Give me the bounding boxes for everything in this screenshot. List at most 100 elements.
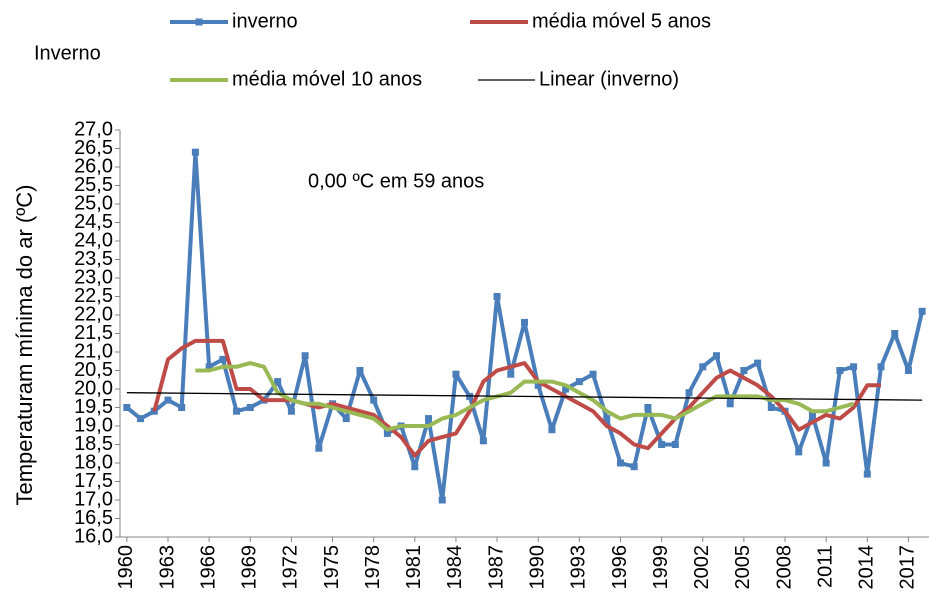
legend-label: Linear (inverno) xyxy=(539,68,679,90)
marker xyxy=(301,352,309,360)
marker xyxy=(685,389,693,397)
marker xyxy=(370,396,378,404)
legend-label: média móvel 10 anos xyxy=(232,68,422,90)
marker xyxy=(808,411,816,419)
marker xyxy=(164,396,172,404)
x-tick-label: 1981 xyxy=(403,545,425,590)
marker xyxy=(205,363,213,371)
x-tick-label: 1993 xyxy=(568,545,590,590)
marker xyxy=(342,415,350,423)
y-tick-label: 26,5 xyxy=(74,137,113,159)
marker xyxy=(850,363,858,371)
y-tick-label: 22,0 xyxy=(74,303,113,325)
marker xyxy=(425,415,433,423)
marker xyxy=(452,370,460,378)
x-tick-label: 1984 xyxy=(444,545,466,590)
y-tick-label: 23,0 xyxy=(74,266,113,288)
x-tick-label: 1972 xyxy=(280,545,302,590)
marker xyxy=(699,363,707,371)
x-tick-label: 2005 xyxy=(732,545,754,590)
x-tick-label: 1963 xyxy=(156,545,178,590)
x-tick-label: 2002 xyxy=(691,545,713,590)
marker xyxy=(891,330,899,337)
marker xyxy=(589,370,597,378)
y-tick-label: 16,5 xyxy=(74,507,113,529)
y-tick-label: 24,5 xyxy=(74,211,113,233)
x-tick-label: 1966 xyxy=(197,545,219,590)
marker xyxy=(740,367,748,374)
series-line xyxy=(195,361,855,432)
marker xyxy=(383,429,391,437)
marker xyxy=(191,148,199,156)
marker xyxy=(287,407,295,415)
marker xyxy=(438,496,446,504)
x-tick-label: 2008 xyxy=(773,545,795,590)
y-tick-label: 19,0 xyxy=(74,414,113,436)
x-tick-label: 1999 xyxy=(650,545,672,590)
y-tick-label: 17,5 xyxy=(74,470,113,492)
series-line xyxy=(126,392,923,401)
marker xyxy=(616,459,624,467)
marker xyxy=(479,437,487,445)
marker xyxy=(658,441,666,448)
marker xyxy=(918,307,926,315)
marker xyxy=(274,378,282,386)
x-tick-label: 1978 xyxy=(362,545,384,590)
marker xyxy=(178,404,186,411)
marker xyxy=(754,359,762,367)
marker xyxy=(123,404,131,411)
x-tick-label: 1987 xyxy=(485,545,507,590)
y-tick-label: 23,5 xyxy=(74,248,113,270)
y-tick-label: 27,0 xyxy=(74,118,113,140)
legend-label: média móvel 5 anos xyxy=(532,10,711,32)
marker xyxy=(219,355,227,363)
marker xyxy=(671,441,679,448)
marker xyxy=(767,404,775,411)
series-line xyxy=(125,150,925,502)
legend-marker xyxy=(195,18,203,26)
y-tick-label: 19,5 xyxy=(74,396,113,418)
marker xyxy=(712,352,720,360)
x-tick-label: 2011 xyxy=(814,545,836,588)
y-tick-label: 26,0 xyxy=(74,155,113,177)
x-tick-label: 1990 xyxy=(526,545,548,590)
y-tick-label: 16,0 xyxy=(74,525,113,547)
y-tick-label: 20,0 xyxy=(74,377,113,399)
marker xyxy=(534,381,542,389)
y-tick-label: 18,0 xyxy=(74,451,113,473)
marker xyxy=(630,463,638,471)
y-tick-label: 21,0 xyxy=(74,340,113,362)
marker xyxy=(137,415,145,423)
legend-label: inverno xyxy=(232,10,298,32)
marker xyxy=(644,404,652,411)
marker xyxy=(726,400,734,408)
marker xyxy=(904,367,912,374)
marker xyxy=(562,385,570,393)
marker xyxy=(493,293,501,300)
marker xyxy=(548,426,556,434)
marker xyxy=(246,404,254,411)
marker xyxy=(233,407,241,415)
x-tick-label: 1996 xyxy=(609,545,631,590)
annotation: 0,00 ºC em 59 anos xyxy=(308,170,484,192)
marker xyxy=(795,448,803,456)
marker xyxy=(315,444,323,452)
y-axis-label: Temperaturam mínima do ar (ºC) xyxy=(12,184,37,505)
x-tick-label: 1969 xyxy=(239,545,261,590)
y-tick-label: 17,0 xyxy=(74,488,113,510)
y-tick-label: 25,0 xyxy=(74,192,113,214)
marker xyxy=(521,318,528,326)
y-tick-label: 20,5 xyxy=(74,359,113,381)
marker xyxy=(411,463,419,471)
marker xyxy=(603,415,611,423)
y-tick-label: 24,0 xyxy=(74,229,113,251)
y-tick-label: 18,5 xyxy=(74,433,113,455)
x-tick-label: 1960 xyxy=(115,545,137,590)
series-line xyxy=(152,338,882,458)
marker xyxy=(863,470,871,478)
marker xyxy=(507,370,515,378)
marker xyxy=(877,363,885,371)
y-tick-label: 21,5 xyxy=(74,322,113,344)
marker xyxy=(822,459,830,467)
